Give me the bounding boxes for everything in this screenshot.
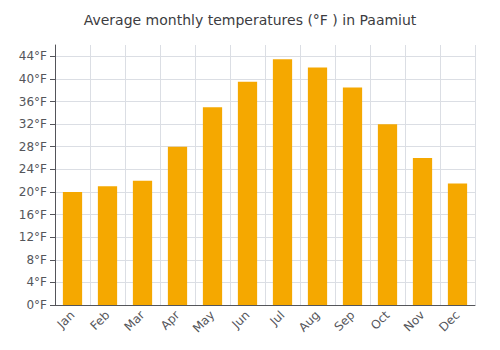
svg-text:Nov: Nov bbox=[401, 308, 427, 334]
svg-text:44°F: 44°F bbox=[19, 49, 47, 63]
svg-text:Aug: Aug bbox=[296, 308, 322, 334]
svg-text:20°F: 20°F bbox=[19, 185, 47, 199]
svg-text:0°F: 0°F bbox=[26, 298, 47, 312]
svg-text:12°F: 12°F bbox=[19, 230, 47, 244]
svg-text:Sep: Sep bbox=[332, 308, 358, 334]
svg-text:Jul: Jul bbox=[267, 308, 288, 329]
svg-text:Feb: Feb bbox=[88, 308, 113, 333]
svg-text:40°F: 40°F bbox=[19, 72, 47, 86]
svg-text:Apr: Apr bbox=[158, 308, 183, 333]
svg-text:Mar: Mar bbox=[122, 308, 148, 334]
svg-text:Oct: Oct bbox=[368, 308, 393, 333]
svg-text:32°F: 32°F bbox=[19, 117, 47, 131]
svg-text:Jun: Jun bbox=[229, 308, 253, 332]
svg-text:4°F: 4°F bbox=[26, 275, 47, 289]
svg-text:8°F: 8°F bbox=[26, 253, 47, 267]
svg-text:36°F: 36°F bbox=[19, 95, 47, 109]
svg-text:May: May bbox=[190, 308, 217, 335]
svg-text:24°F: 24°F bbox=[19, 162, 47, 176]
svg-text:Average monthly temperatures (: Average monthly temperatures (°F ) in Pa… bbox=[84, 12, 417, 28]
svg-text:Dec: Dec bbox=[436, 308, 462, 334]
svg-text:16°F: 16°F bbox=[19, 208, 47, 222]
svg-text:28°F: 28°F bbox=[19, 140, 47, 154]
svg-text:Jan: Jan bbox=[54, 308, 78, 332]
